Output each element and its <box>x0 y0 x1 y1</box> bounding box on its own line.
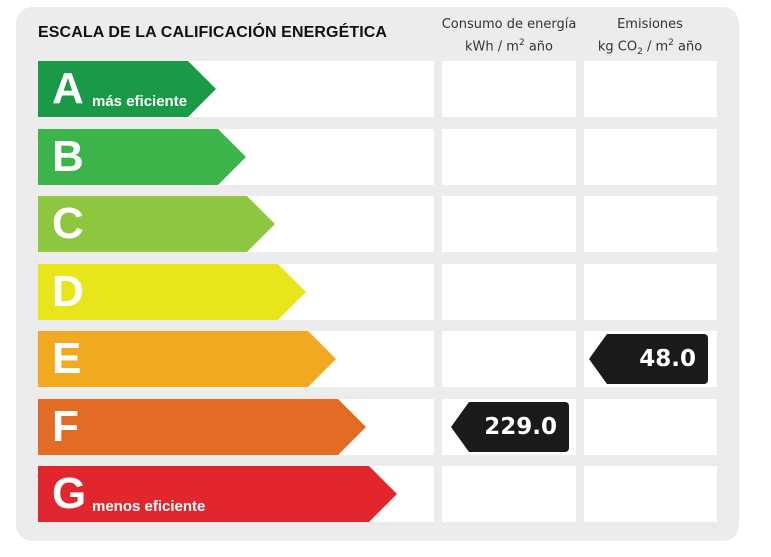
emisiones-cell <box>584 264 717 320</box>
rating-bar-e: E <box>38 331 336 387</box>
consumo-cell <box>442 331 576 387</box>
emisiones-cell <box>584 61 717 117</box>
rating-letter: B <box>52 132 84 181</box>
consumo-value-marker: 229.0 <box>451 402 569 452</box>
rating-letter: A <box>52 64 84 113</box>
consumo-cell <box>442 196 576 252</box>
page-title: ESCALA DE LA CALIFICACIÓN ENERGÉTICA <box>38 24 388 41</box>
consumo-header-line1: Consumo de energía <box>441 17 577 32</box>
rating-bar-f: F <box>38 399 366 455</box>
consumo-header-unit: kWh / m2 año <box>465 38 553 55</box>
consumo-cell <box>442 264 576 320</box>
rating-letter: D <box>52 267 84 316</box>
rating-label: menos eficiente <box>92 498 206 515</box>
emisiones-value: 48.0 <box>639 346 696 372</box>
consumo-cell <box>442 129 576 185</box>
emisiones-cell <box>584 129 717 185</box>
consumo-cell <box>442 466 576 522</box>
emisiones-value-marker: 48.0 <box>589 334 708 384</box>
rating-bar-b: B <box>38 129 246 185</box>
consumo-value: 229.0 <box>484 414 557 440</box>
rating-bar-c: C <box>38 196 275 252</box>
emisiones-header: Emisiones kg CO2 / m2 año <box>582 16 718 61</box>
emisiones-cell <box>584 196 717 252</box>
consumo-header: Consumo de energía kWh / m2 año <box>440 16 578 56</box>
emisiones-header-unit: kg CO2 / m2 año <box>597 38 703 57</box>
rating-letter: G <box>52 469 87 518</box>
emisiones-cell <box>584 399 717 455</box>
emisiones-cell <box>584 466 717 522</box>
rating-bar-d: D <box>38 264 306 320</box>
emisiones-header-line1: Emisiones <box>617 17 683 32</box>
consumo-cell <box>442 61 576 117</box>
rating-letter: F <box>52 402 79 451</box>
rating-label: más eficiente <box>92 93 188 110</box>
rating-letter: C <box>52 199 84 248</box>
rating-letter: E <box>52 334 82 383</box>
